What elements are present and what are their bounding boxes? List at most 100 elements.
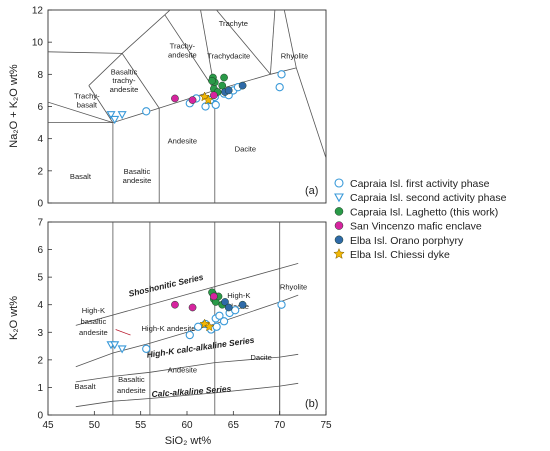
field-label: Andesite bbox=[168, 136, 198, 145]
x-tick-label: 65 bbox=[228, 420, 240, 431]
data-point bbox=[277, 70, 286, 79]
y-tick-label: 7 bbox=[37, 218, 43, 229]
data-point bbox=[275, 83, 284, 92]
field-label: andesite bbox=[110, 85, 139, 94]
panel-b-x-axis-label: SiO₂ wt% bbox=[165, 435, 212, 447]
y-tick-label: 2 bbox=[37, 355, 43, 366]
field-boundary-line bbox=[121, 14, 166, 54]
panel-b-x-ticks: 45 50 55 60 65 70 75 bbox=[42, 411, 332, 431]
panel-a: Trachyte Trachy-andesite Trachydacite Rhyol… bbox=[8, 6, 327, 210]
panel-b: Shoshonitic Series High-K calc-alkaline S… bbox=[8, 218, 332, 448]
x-tick-label: 55 bbox=[135, 420, 147, 431]
data-point bbox=[277, 300, 286, 309]
data-point bbox=[142, 344, 151, 353]
y-tick-label: 10 bbox=[32, 38, 44, 49]
panel-b-label: (b) bbox=[305, 398, 318, 410]
field-boundary-line bbox=[200, 10, 216, 91]
legend-marker bbox=[334, 193, 344, 203]
data-point bbox=[208, 76, 216, 85]
data-point bbox=[193, 322, 203, 331]
x-tick-label: 70 bbox=[274, 420, 286, 431]
legend-label: Capraia Isl. second activity phase bbox=[350, 192, 507, 204]
data-point bbox=[221, 298, 229, 306]
data-point bbox=[231, 306, 240, 315]
tas-field-boundaries bbox=[48, 10, 326, 203]
field-label: Andesite bbox=[168, 365, 198, 374]
legend-label: Capraia Isl. first activity phase bbox=[350, 178, 490, 190]
field-boundary-line bbox=[295, 67, 326, 159]
y-tick-label: 4 bbox=[37, 134, 43, 145]
data-point bbox=[203, 321, 215, 332]
field-label: Trachy- bbox=[74, 91, 100, 100]
legend-marker bbox=[334, 178, 344, 188]
field-label: High-K calc-alkaline Series bbox=[146, 335, 255, 360]
field-label: Calc-alkaline Series bbox=[151, 384, 232, 400]
data-point bbox=[171, 300, 179, 309]
field-label: andesite bbox=[117, 386, 146, 395]
data-point bbox=[210, 91, 218, 100]
field-boundary-line bbox=[48, 101, 114, 123]
field-boundary-line bbox=[75, 263, 299, 326]
field-label: Shoshonitic Series bbox=[128, 272, 205, 299]
field-boundary-line bbox=[164, 14, 216, 91]
field-label: High-K andesite bbox=[141, 324, 195, 333]
field-label: Basaltic bbox=[111, 67, 138, 76]
field-label: andesite bbox=[168, 50, 197, 59]
data-point bbox=[212, 322, 221, 331]
field-boundary-line bbox=[215, 10, 271, 75]
legend-marker bbox=[334, 207, 344, 216]
x-tick-label: 60 bbox=[181, 420, 193, 431]
data-point bbox=[110, 341, 120, 350]
field-label: basaltic bbox=[81, 317, 107, 326]
data-point bbox=[142, 107, 151, 116]
field-boundary-line bbox=[164, 10, 171, 16]
data-point bbox=[224, 86, 233, 95]
panel-a-label: (a) bbox=[305, 185, 318, 197]
y-tick-label: 0 bbox=[37, 411, 43, 422]
y-tick-label: 6 bbox=[37, 245, 43, 256]
data-point bbox=[211, 100, 220, 110]
panel-a-y-ticks: 0 2 4 6 8 10 12 bbox=[32, 6, 52, 210]
data-point bbox=[238, 300, 247, 309]
panel-b-y-axis-label: K₂O wt% bbox=[8, 296, 20, 340]
data-point bbox=[188, 303, 197, 312]
data-point bbox=[110, 115, 120, 125]
field-label: Basaltic bbox=[124, 167, 151, 176]
y-tick-label: 2 bbox=[37, 166, 43, 177]
y-tick-label: 12 bbox=[32, 6, 44, 17]
data-point bbox=[203, 94, 214, 105]
x-tick-label: 75 bbox=[320, 420, 332, 431]
field-label: High-K bbox=[227, 291, 250, 300]
field-label: Basalt bbox=[75, 382, 97, 391]
field-pointer-line bbox=[115, 329, 131, 336]
panel-b-y-ticks: 0 1 2 3 4 5 6 7 bbox=[37, 218, 52, 422]
legend-marker bbox=[334, 235, 344, 245]
data-point bbox=[218, 81, 227, 90]
field-label: Dacite bbox=[235, 145, 257, 154]
data-point bbox=[215, 311, 224, 320]
legend-label: San Vincenzo mafic enclave bbox=[350, 221, 482, 233]
data-point bbox=[106, 111, 116, 120]
field-boundary-line bbox=[88, 85, 114, 123]
field-boundary-line bbox=[121, 53, 160, 109]
data-point bbox=[220, 73, 228, 82]
data-point bbox=[224, 303, 233, 312]
data-point bbox=[185, 330, 194, 340]
panel-a-points bbox=[106, 70, 286, 125]
field-label: Trachy- bbox=[170, 42, 196, 51]
data-point bbox=[238, 81, 247, 90]
y-tick-label: 6 bbox=[37, 102, 43, 113]
field-label: Basaltic bbox=[118, 375, 145, 384]
panel-b-points bbox=[106, 288, 286, 354]
field-label: Trachydacite bbox=[207, 51, 250, 60]
data-point bbox=[171, 94, 179, 103]
legend-marker bbox=[333, 247, 345, 259]
legend: Capraia Isl. first activity phase Capraia… bbox=[333, 178, 507, 261]
data-point bbox=[117, 345, 127, 354]
field-label: basalt bbox=[77, 100, 98, 109]
field-boundary-line bbox=[48, 67, 297, 123]
legend-label: Elba Isl. Chiessi dyke bbox=[350, 249, 450, 261]
y-tick-label: 0 bbox=[37, 199, 43, 210]
field-label: Trachyte bbox=[219, 19, 248, 28]
